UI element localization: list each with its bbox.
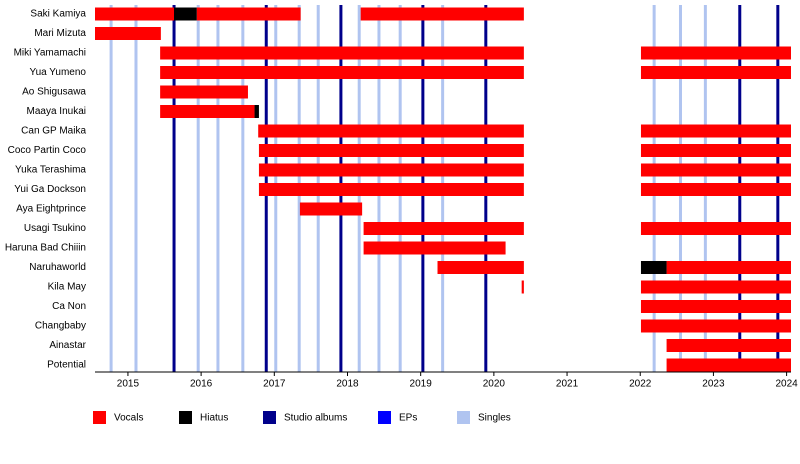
legend-label: Hiatus (200, 413, 228, 424)
legend-swatch (457, 411, 470, 424)
member-bar (437, 261, 524, 274)
x-tick-label: 2024 (775, 379, 798, 390)
member-bar (160, 85, 248, 99)
x-tick-label: 2015 (117, 379, 140, 390)
member-bar (640, 300, 791, 313)
member-bar (666, 339, 791, 352)
x-tick-label: 2020 (483, 379, 506, 390)
member-bar (640, 261, 667, 274)
member-bar (640, 280, 791, 294)
member-bar (640, 144, 791, 157)
x-tick-label: 2022 (629, 379, 652, 390)
legend-label: EPs (399, 413, 417, 424)
member-bar (254, 105, 259, 118)
member-bar (196, 7, 301, 21)
member-label: Naruhaworld (29, 262, 86, 273)
member-bar (640, 222, 791, 235)
member-label: Ao Shigusawa (22, 87, 86, 98)
legend-swatch (179, 411, 192, 424)
member-label: Ainastar (49, 340, 86, 351)
x-tick-label: 2016 (190, 379, 213, 390)
member-label: Can GP Maika (21, 126, 86, 137)
member-label: Aya Eightprince (16, 204, 86, 215)
x-tick-label: 2017 (263, 379, 286, 390)
legend-swatch (378, 411, 391, 424)
member-label: Yuka Terashima (15, 165, 86, 176)
member-bar (258, 183, 524, 196)
member-label: Saki Kamiya (30, 9, 86, 20)
x-tick-label: 2023 (702, 379, 725, 390)
member-bar (258, 144, 524, 157)
member-label: Changbaby (35, 321, 86, 332)
member-bar (258, 163, 524, 177)
member-bar (95, 7, 175, 21)
member-label: Haruna Bad Chiiin (5, 243, 86, 254)
member-bar (521, 280, 524, 294)
member-bar (640, 163, 791, 177)
member-bar (299, 202, 363, 216)
member-label: Maaya Inukai (27, 106, 86, 117)
member-bar (363, 222, 524, 235)
member-bar (640, 319, 791, 333)
member-bar (640, 183, 791, 196)
legend-label: Studio albums (284, 413, 347, 424)
legend-label: Vocals (114, 413, 143, 424)
member-label: Miki Yamamachi (14, 48, 86, 59)
member-bar (666, 261, 791, 274)
member-label: Ca Non (52, 301, 86, 312)
member-label: Potential (47, 360, 86, 371)
legend-label: Singles (478, 413, 511, 424)
member-bar (160, 105, 255, 118)
x-tick-label: 2018 (336, 379, 359, 390)
member-bar (360, 7, 524, 21)
member-label: Mari Mizuta (34, 28, 86, 39)
member-bar (363, 241, 506, 255)
member-bar (160, 46, 524, 60)
member-label: Yua Yumeno (29, 67, 86, 78)
member-bar (640, 124, 791, 138)
member-bar (640, 46, 791, 60)
member-label: Coco Partin Coco (8, 145, 87, 156)
x-tick-label: 2021 (556, 379, 579, 390)
legend-swatch (93, 411, 106, 424)
legend-swatch (263, 411, 276, 424)
member-bar (640, 66, 791, 79)
member-bar (258, 124, 524, 138)
member-label: Yui Ga Dockson (14, 184, 86, 195)
member-bar (174, 7, 197, 21)
member-bar (160, 66, 524, 79)
x-tick-label: 2019 (410, 379, 433, 390)
member-label: Kila May (48, 282, 86, 293)
member-bar (95, 27, 161, 40)
member-bar (666, 358, 791, 372)
member-label: Usagi Tsukino (24, 223, 87, 234)
